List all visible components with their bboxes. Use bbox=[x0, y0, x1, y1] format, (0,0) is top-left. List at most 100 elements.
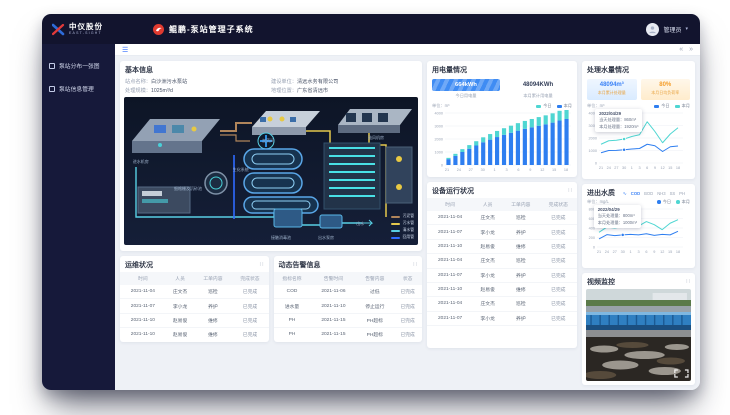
sidebar-item-label: 泵站信息管理 bbox=[59, 87, 94, 93]
tab-scroll-left-icon[interactable]: « bbox=[679, 46, 684, 53]
param-tab-BOD[interactable]: BOD bbox=[644, 191, 654, 196]
svg-text:0: 0 bbox=[593, 246, 595, 250]
water-stat-cards: 48094m³ 本月累计处理量 80% 本月日均负荷率 bbox=[582, 77, 695, 100]
svg-text:12: 12 bbox=[660, 166, 664, 170]
company-logo: 中仪股份 EAST-SIGHT bbox=[42, 23, 145, 36]
fullscreen-icon[interactable]: ∷ bbox=[413, 262, 417, 268]
user-menu[interactable]: 管理员 ▾ bbox=[646, 22, 700, 36]
svg-text:12: 12 bbox=[540, 168, 544, 172]
svg-text:1: 1 bbox=[631, 166, 633, 170]
chart-legend: 今日 本月 bbox=[536, 103, 572, 109]
sidebar-item-icon bbox=[49, 62, 55, 69]
logo-text-en: EAST-SIGHT bbox=[69, 30, 102, 35]
table-cell: 过低 bbox=[356, 285, 394, 300]
diagram-label: 出水 bbox=[356, 221, 365, 227]
page-title: 鲲鹏-泵站管理子系统 bbox=[169, 24, 254, 34]
table-cell: 2021-11-07 bbox=[427, 311, 474, 327]
diagram-label: 进水机房 bbox=[132, 159, 149, 165]
table-cell: 已完成 bbox=[231, 285, 269, 300]
table-cell: 巡检 bbox=[502, 211, 540, 226]
table-cell: 李小龙 bbox=[473, 268, 503, 283]
diagram-label: 出水泵房 bbox=[318, 234, 335, 240]
table-header-row: 时间 人员 工单内容 完成状态 bbox=[120, 272, 269, 285]
fullscreen-icon[interactable]: ∷ bbox=[259, 262, 264, 268]
tab-scroll-right-icon[interactable]: » bbox=[689, 46, 693, 53]
svg-text:24: 24 bbox=[457, 168, 461, 172]
table-cell: 养护 bbox=[502, 268, 540, 283]
table-row: PH 2021-11-15 PH超标 已完成 bbox=[273, 327, 422, 342]
video-feed[interactable] bbox=[586, 289, 691, 381]
table-cell: 2021-11-10 bbox=[427, 282, 474, 298]
pipe-legend-item: 清水管 bbox=[390, 228, 414, 233]
panel-water-volume: 处理水量情况 48094m³ 本月累计处理量 80% 本月日均负荷率 单位：m³ 今日… bbox=[582, 61, 695, 179]
svg-text:18: 18 bbox=[676, 250, 680, 254]
table-cell: 2021-11-10 bbox=[120, 327, 166, 342]
svg-text:18: 18 bbox=[564, 168, 568, 172]
water-line-chart[interactable]: 0 1000 2000 3000 4000 21 24 27 30 1 3 6 9 12 15 18 2022/… bbox=[582, 109, 695, 172]
plant-process-diagram[interactable]: 进水机房 细格栅及沉砂池 加药间 鼓风机房 生化系统 接触消毒池 出水泵房 出水 污泥管 污水管… bbox=[124, 97, 418, 245]
svg-text:30: 30 bbox=[481, 168, 485, 172]
fullscreen-icon[interactable]: ∷ bbox=[568, 188, 572, 194]
table-cell: 2021-11-10 bbox=[427, 239, 474, 255]
table-cell: 庄文杰 bbox=[165, 285, 195, 300]
menu-fold-icon[interactable]: ☰ bbox=[122, 46, 129, 54]
video-still-graphic bbox=[586, 289, 691, 381]
legend-item-本月[interactable]: 本月 bbox=[674, 103, 690, 109]
table-cell: 2021-11-10 bbox=[120, 313, 166, 329]
table-row: 2021-11-07 李小龙 养护 已完成 bbox=[427, 311, 577, 327]
table-cell: 已完成 bbox=[539, 253, 577, 269]
param-tab-SS[interactable]: SS bbox=[669, 191, 676, 196]
pipe-legend: 污泥管 污水管 清水管 回用管 bbox=[390, 212, 414, 240]
pipe-legend-item: 污泥管 bbox=[390, 214, 414, 219]
param-tab-PH[interactable]: PH bbox=[679, 191, 685, 196]
svg-text:27: 27 bbox=[614, 166, 618, 170]
unit-label: 单位：mg/L bbox=[587, 199, 609, 204]
power-bar-chart[interactable]: 0 1000 2000 3000 4000 21 24 27 30 1 3 6 9 12 15 18 bbox=[427, 109, 577, 174]
legend-item-本月[interactable]: 本月 bbox=[556, 103, 572, 109]
table-cell: 已完成 bbox=[393, 285, 422, 300]
avatar[interactable] bbox=[646, 22, 660, 36]
legend-item-今日[interactable]: 今日 bbox=[654, 103, 670, 109]
table-cell: 已完成 bbox=[539, 268, 577, 283]
sidebar-item-0[interactable]: 泵站分布一张图 bbox=[42, 54, 115, 77]
svg-text:4000: 4000 bbox=[435, 112, 443, 116]
svg-text:15: 15 bbox=[668, 250, 672, 254]
fullscreen-icon[interactable]: ∷ bbox=[686, 279, 690, 285]
param-tab-COD[interactable]: COD bbox=[630, 191, 641, 196]
table-cell: 已完成 bbox=[393, 298, 422, 314]
table-cell: 2021-11-07 bbox=[120, 298, 166, 314]
svg-text:24: 24 bbox=[605, 250, 609, 254]
table-cell: 进水量 bbox=[273, 298, 311, 314]
legend-item-今日[interactable]: 今日 bbox=[536, 103, 552, 109]
svg-text:800: 800 bbox=[589, 208, 595, 212]
sidebar-item-1[interactable]: 泵站信息管理 bbox=[42, 77, 115, 100]
panel-water-quality: 进出水质 ∿ COD BOD NH3 SS PH 单位：mg/L 今日 本月 0 200 400… bbox=[582, 184, 695, 268]
panel-video-monitor: 视频监控 ∷ bbox=[582, 273, 695, 385]
svg-text:21: 21 bbox=[597, 250, 601, 254]
svg-text:6: 6 bbox=[646, 166, 648, 170]
table-cell: 李小龙 bbox=[473, 224, 503, 240]
table-cell: 2021-11-10 bbox=[310, 298, 357, 314]
quality-line-chart[interactable]: 0 200 400 600 800 21 24 27 30 1 3 6 9 12 15 18 2022/04/2… bbox=[582, 205, 695, 256]
plant-diagram-graphic bbox=[124, 97, 418, 245]
legend-item-今日[interactable]: 今日 bbox=[657, 199, 671, 205]
table-cell: 已完成 bbox=[539, 311, 577, 327]
column-header: 人员 bbox=[473, 198, 503, 211]
svg-text:1: 1 bbox=[630, 250, 632, 254]
table-cell: 赵易俊 bbox=[473, 239, 503, 255]
table-row: 进水量 2021-11-10 停止运行 已完成 bbox=[273, 298, 422, 314]
param-tab-NH3[interactable]: NH3 bbox=[657, 191, 666, 196]
table-cell: 维修 bbox=[194, 327, 232, 342]
legend-item-本月[interactable]: 本月 bbox=[676, 199, 690, 205]
app-window: 中仪股份 EAST-SIGHT 鲲鹏-泵站管理子系统 管理员 bbox=[42, 14, 700, 390]
panel-power-usage: 用电量情况 664kWh 今日用电量 48094KWh 本月累计用电量 bbox=[427, 61, 577, 177]
table-cell: 已完成 bbox=[539, 296, 577, 312]
table-cell: 2021-11-07 bbox=[427, 268, 474, 283]
table-cell: 已完成 bbox=[539, 282, 577, 298]
column-header: 完成状态 bbox=[539, 198, 577, 211]
table-cell: 已完成 bbox=[539, 239, 577, 255]
svg-text:1000: 1000 bbox=[589, 149, 597, 153]
svg-text:0: 0 bbox=[595, 162, 597, 166]
info-field: 地理位置：广东省清远市 bbox=[271, 88, 329, 94]
table-row: 2021-11-04 庄文杰 巡检 已完成 bbox=[427, 253, 577, 269]
